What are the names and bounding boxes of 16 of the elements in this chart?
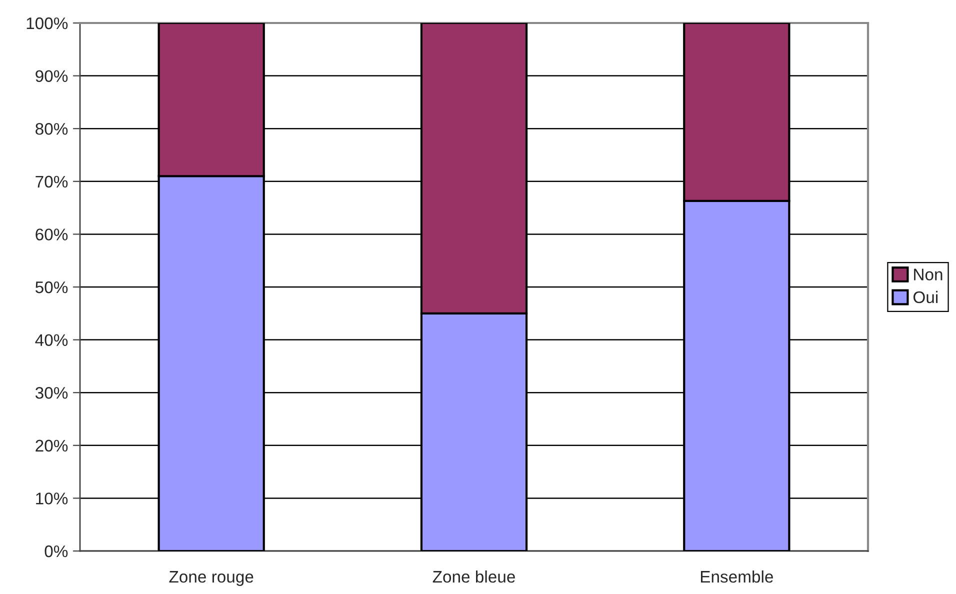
y-tick-label: 60% (36, 228, 68, 240)
y-tick-label: 90% (36, 70, 68, 82)
y-tick-label: 70% (36, 176, 68, 188)
x-tick-label: Zone rouge (169, 571, 254, 586)
x-tick-label: Zone bleue (432, 570, 515, 583)
legend-label: Oui (913, 290, 938, 304)
y-tick-label: 20% (36, 440, 68, 452)
y-tick-label: 50% (36, 281, 68, 294)
legend-label: Non (914, 268, 942, 280)
y-tick-label: 40% (35, 334, 68, 346)
y-tick-label: 30% (35, 387, 68, 399)
y-tick-label: 0% (44, 545, 68, 558)
x-tick-label: Ensemble (700, 570, 773, 583)
y-tick-label: 80% (36, 123, 68, 135)
y-tick-label: 100% (26, 17, 68, 30)
y-tick-label: 10% (36, 492, 68, 504)
